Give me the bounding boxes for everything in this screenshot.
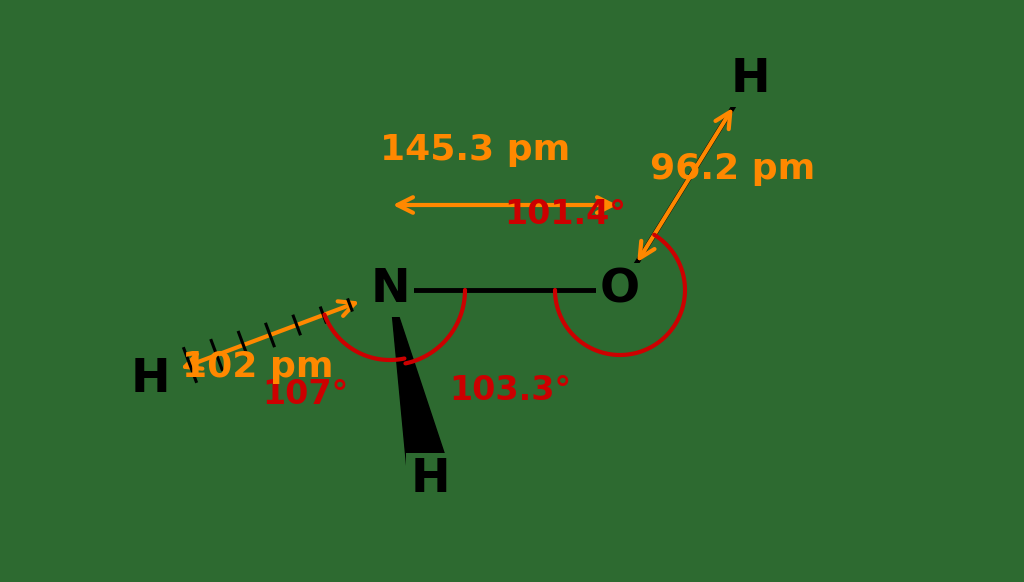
Text: N: N xyxy=(371,268,410,313)
Text: H: H xyxy=(130,357,170,403)
Text: H: H xyxy=(730,58,770,102)
Text: 107°: 107° xyxy=(262,378,348,411)
Text: H: H xyxy=(411,457,450,502)
Text: 103.3°: 103.3° xyxy=(449,374,571,406)
Text: 102 pm: 102 pm xyxy=(182,350,333,384)
Text: 101.4°: 101.4° xyxy=(504,198,626,232)
Polygon shape xyxy=(390,290,452,485)
Text: 145.3 pm: 145.3 pm xyxy=(380,133,570,167)
Text: 96.2 pm: 96.2 pm xyxy=(650,152,815,186)
Text: O: O xyxy=(600,268,640,313)
